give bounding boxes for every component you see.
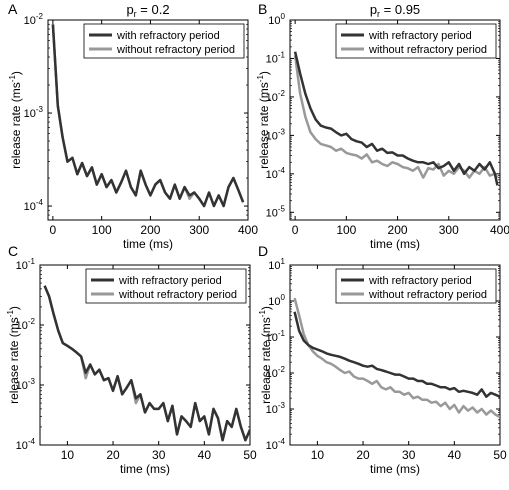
- panel-c-legend-entry: with refractory period: [118, 275, 222, 287]
- panel-c-xtick-label: 10: [61, 448, 75, 462]
- panel-c-legend: [85, 268, 247, 304]
- panel-a-axes-frame: [47, 19, 249, 221]
- panel-b-ytick-label: 10-5: [266, 204, 286, 219]
- panel-d-ytick-label: 101: [268, 257, 285, 272]
- panel-c-xtick-label: 50: [243, 448, 257, 462]
- panel-d-ytick-label: 10-2: [266, 365, 286, 380]
- panel-b-title: pr = 0.95: [370, 2, 420, 19]
- panel-d-ytick-label: 10-1: [266, 329, 286, 344]
- panel-c-with-refractory-line: [43, 285, 250, 442]
- panel-c-xtick-label: 30: [152, 448, 166, 462]
- panel-a-legend-entry: with refractory period: [116, 30, 220, 42]
- panel-b-ytick-label: 10-1: [266, 50, 286, 65]
- panel-b-ytick-label: 100: [268, 12, 285, 27]
- panel-d-xtick-label: 40: [448, 448, 462, 462]
- panel-b-ylabel: release rate (ms-1): [256, 71, 271, 169]
- panel-c-ytick-label: 10-3: [16, 377, 36, 392]
- panel-d-label: D: [258, 243, 268, 259]
- panel-b-legend-entry: without refractory period: [368, 44, 487, 56]
- panel-d-xtick-label: 20: [356, 448, 370, 462]
- panel-b-xtick-label: 300: [439, 223, 459, 237]
- panel-d-without-refractory-line: [293, 297, 500, 419]
- panel-b-xlabel: time (ms): [370, 237, 420, 251]
- panel-a-ytick-label: 10-2: [24, 12, 44, 27]
- panel-c-legend-entry: without refractory period: [118, 289, 237, 301]
- panel-c-xtick-label: 40: [198, 448, 212, 462]
- panel-b-xtick-label: 0: [292, 223, 299, 237]
- panel-d-xlabel: time (ms): [370, 462, 420, 476]
- panel-a-label: A: [8, 1, 18, 17]
- panel-a-xtick-label: 100: [92, 223, 112, 237]
- panel-d-ytick-label: 100: [268, 293, 285, 308]
- panel-b-ytick-label: 10-4: [266, 166, 286, 181]
- panel-d-ylabel: release rate (ms-1): [258, 306, 273, 404]
- panel-a-title: pr = 0.2: [126, 2, 169, 19]
- panel-b-with-refractory-line: [293, 51, 499, 186]
- panel-a-ytick-label: 10-4: [24, 198, 44, 213]
- panel-b-ytick-label: 10-2: [266, 89, 286, 104]
- panel-a-ylabel: release rate (ms-1): [8, 71, 23, 169]
- panel-d-ytick-label: 10-3: [266, 401, 286, 416]
- panel-c-label: C: [8, 243, 18, 259]
- panel-a-legend: [83, 23, 245, 59]
- panel-d-xtick-label: 50: [493, 448, 507, 462]
- panel-b-without-refractory-line: [293, 55, 499, 179]
- panel-b-label: B: [258, 1, 267, 17]
- panel-c-ytick-label: 10-4: [16, 437, 36, 452]
- panel-a-xtick-label: 300: [189, 223, 209, 237]
- panel-d-with-refractory-line: [293, 311, 500, 398]
- panel-c-axes-frame: [39, 264, 251, 446]
- panel-a-with-refractory-line: [51, 24, 245, 208]
- panel-d-xtick-label: 10: [311, 448, 325, 462]
- panel-d-xtick-label: 30: [402, 448, 416, 462]
- panel-a-xtick-label: 0: [50, 223, 57, 237]
- panel-c-ylabel: release rate (ms-1): [6, 306, 21, 404]
- panel-c: C 10 20 30 40 50 10-4 10-3 10-2 10-1 time (ms) rele…: [6, 243, 257, 476]
- panel-b-xtick-label: 200: [388, 223, 408, 237]
- panel-c-ytick-label: 10-2: [16, 317, 36, 332]
- panel-b-xtick-label: 100: [336, 223, 356, 237]
- panel-a-xtick-label: 200: [140, 223, 160, 237]
- panel-c-without-refractory-line: [43, 285, 250, 442]
- panel-a-ytick-label: 10-3: [24, 105, 44, 120]
- panel-d-ytick-label: 10-4: [266, 437, 286, 452]
- panel-a-xlabel: time (ms): [123, 237, 173, 251]
- panel-a-xtick-label: 400: [238, 223, 258, 237]
- panel-b-xtick-label: 400: [490, 223, 509, 237]
- panel-b-axes-frame: [289, 19, 501, 221]
- panel-c-xtick-label: 20: [106, 448, 120, 462]
- panel-b-ytick-label: 10-3: [266, 127, 286, 142]
- panel-a-legend-entry: without refractory period: [116, 44, 235, 56]
- panel-c-xlabel: time (ms): [120, 462, 170, 476]
- panel-b-legend-entry: with refractory period: [368, 30, 472, 42]
- panel-b-legend: [335, 23, 497, 59]
- panel-d-axes-frame: [289, 264, 501, 446]
- panel-d-legend-entry: without refractory period: [368, 289, 487, 301]
- panel-d-legend-entry: with refractory period: [368, 275, 472, 287]
- panel-c-ytick-label: 10-1: [16, 257, 36, 272]
- panel-d: D 10 20 30 40 50 10-4 10-3 10-2 10-1 100 101 time (m…: [258, 243, 507, 476]
- panel-d-legend: [335, 268, 497, 304]
